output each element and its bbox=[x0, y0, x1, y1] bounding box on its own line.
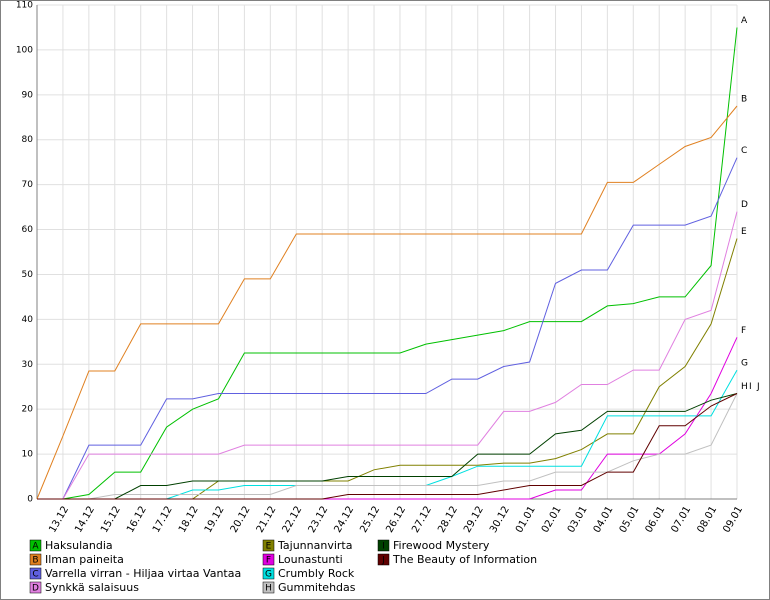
legend-letter: C bbox=[32, 570, 38, 580]
legend-letter: I bbox=[382, 542, 385, 552]
legend-swatch bbox=[377, 539, 390, 552]
end-label: F bbox=[741, 326, 746, 336]
y-tick-label: 40 bbox=[22, 315, 34, 325]
series-line bbox=[37, 211, 738, 500]
end-label: J bbox=[756, 382, 760, 392]
legend-swatch bbox=[29, 581, 42, 594]
legend-letter: A bbox=[32, 542, 39, 552]
legend-label: The Beauty of Information bbox=[392, 553, 537, 566]
legend-swatch bbox=[262, 581, 275, 594]
legend-label: Gummitehdas bbox=[278, 581, 356, 594]
y-tick-label: 30 bbox=[22, 360, 34, 370]
end-label: A bbox=[741, 16, 748, 26]
legend-label: Ilman paineita bbox=[45, 553, 124, 566]
legend-swatch bbox=[262, 539, 275, 552]
series-line bbox=[36, 105, 738, 500]
y-tick-label: 70 bbox=[22, 180, 34, 190]
legend-letter: J bbox=[381, 556, 385, 566]
legend-swatch bbox=[29, 553, 42, 566]
legend-swatch bbox=[262, 553, 275, 566]
legend-letter: F bbox=[266, 556, 271, 566]
legend-swatch bbox=[29, 539, 42, 552]
end-label: I bbox=[749, 382, 752, 392]
legend-label: Haksulandia bbox=[45, 539, 113, 552]
legend-swatch bbox=[29, 567, 42, 580]
legend-label: Crumbly Rock bbox=[278, 567, 355, 580]
legend-label: Firewood Mystery bbox=[393, 539, 490, 552]
y-tick-label: 60 bbox=[22, 225, 34, 235]
legend-letter: D bbox=[32, 584, 39, 594]
legend-label: Lounastunti bbox=[278, 553, 343, 566]
series-line bbox=[37, 393, 738, 500]
end-label: H bbox=[741, 382, 748, 392]
y-tick-label: 10 bbox=[22, 450, 34, 460]
end-label: D bbox=[741, 200, 748, 210]
end-label: C bbox=[741, 146, 747, 156]
legend-label: Varrella virran - Hiljaa virtaa Vantaa bbox=[45, 567, 241, 580]
series-line bbox=[37, 393, 738, 500]
y-tick-label: 110 bbox=[16, 1, 33, 11]
legend-letter: B bbox=[32, 556, 38, 566]
y-tick-label: 100 bbox=[16, 45, 33, 55]
legend-letter: E bbox=[266, 542, 272, 552]
y-tick-label: 90 bbox=[22, 90, 34, 100]
end-label: E bbox=[741, 227, 747, 237]
end-label: B bbox=[741, 95, 747, 105]
series-line bbox=[37, 27, 738, 500]
series-line bbox=[37, 393, 738, 500]
series-line bbox=[37, 157, 738, 500]
end-label: G bbox=[741, 359, 748, 369]
legend-swatch bbox=[262, 567, 275, 580]
y-tick-label: 20 bbox=[22, 405, 34, 415]
y-tick-label: 50 bbox=[22, 270, 34, 280]
legend-label: Synkkä salaisuus bbox=[45, 581, 139, 594]
y-tick-label: 80 bbox=[22, 135, 34, 145]
legend-label: Tajunnanvirta bbox=[277, 539, 352, 552]
legend-letter: H bbox=[265, 584, 272, 594]
legend-letter: G bbox=[265, 570, 272, 580]
legend-swatch bbox=[377, 553, 390, 566]
plot-area bbox=[37, 5, 737, 499]
y-tick-label: 0 bbox=[27, 495, 33, 505]
